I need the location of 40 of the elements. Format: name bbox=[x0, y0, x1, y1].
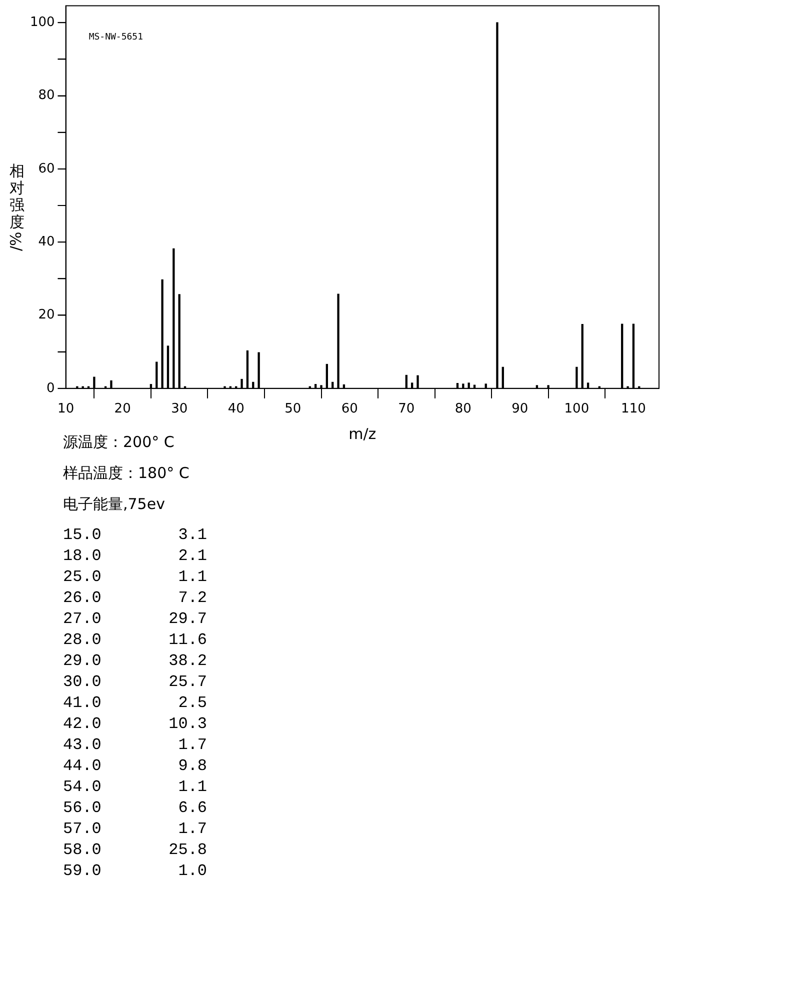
x-tick-label: 70 bbox=[398, 402, 415, 417]
y-tick-label: 20 bbox=[38, 308, 55, 323]
x-tick-label: 60 bbox=[341, 402, 358, 417]
text: 27.0 29.7 bbox=[63, 610, 208, 630]
x-tick-label: 90 bbox=[512, 402, 528, 417]
text: 28.0 11.6 bbox=[63, 631, 208, 651]
annotation: MS-NW-5651 bbox=[88, 32, 143, 43]
text: 样品温度：180° C bbox=[63, 464, 190, 484]
x-tick-label: 30 bbox=[171, 402, 188, 417]
x-tick-label: 10 bbox=[58, 402, 74, 417]
y-tick-label: 80 bbox=[38, 88, 55, 104]
text: 30.0 25.7 bbox=[63, 673, 208, 693]
text: 42.0 10.3 bbox=[63, 715, 208, 735]
text: 57.0 1.7 bbox=[63, 820, 208, 840]
text: 电子能量,75ev bbox=[63, 495, 166, 515]
text: 29.0 38.2 bbox=[63, 652, 208, 672]
text: 58.0 25.8 bbox=[63, 841, 208, 861]
x-axis-title: m/z bbox=[348, 424, 376, 443]
text: 44.0 9.8 bbox=[63, 757, 208, 777]
y-axis-title: 相对强度/% bbox=[7, 162, 26, 251]
x-tick-label: 20 bbox=[114, 402, 131, 417]
x-tick-label: 100 bbox=[564, 402, 590, 417]
y-tick-label: 0 bbox=[46, 380, 55, 396]
text: 15.0 3.1 bbox=[63, 526, 208, 546]
x-tick-label: 50 bbox=[284, 402, 302, 417]
text: 54.0 1.1 bbox=[63, 778, 208, 798]
x-tick-label: 110 bbox=[621, 402, 646, 417]
y-tick-label: 60 bbox=[38, 161, 55, 176]
x-tick-label: 40 bbox=[228, 402, 244, 417]
text: 43.0 1.7 bbox=[63, 736, 208, 756]
text: 26.0 7.2 bbox=[63, 589, 208, 609]
y-tick-label: 100 bbox=[30, 15, 55, 30]
text: 59.0 1.0 bbox=[63, 862, 208, 882]
text: 41.0 2.5 bbox=[63, 694, 208, 714]
text: 源温度：200° C bbox=[63, 433, 176, 453]
text: 56.0 6.6 bbox=[63, 799, 208, 819]
text: 25.0 1.1 bbox=[63, 568, 208, 588]
y-tick-label: 40 bbox=[38, 234, 55, 250]
x-tick-label: 80 bbox=[454, 402, 472, 417]
text: 18.0 2.1 bbox=[63, 547, 208, 567]
